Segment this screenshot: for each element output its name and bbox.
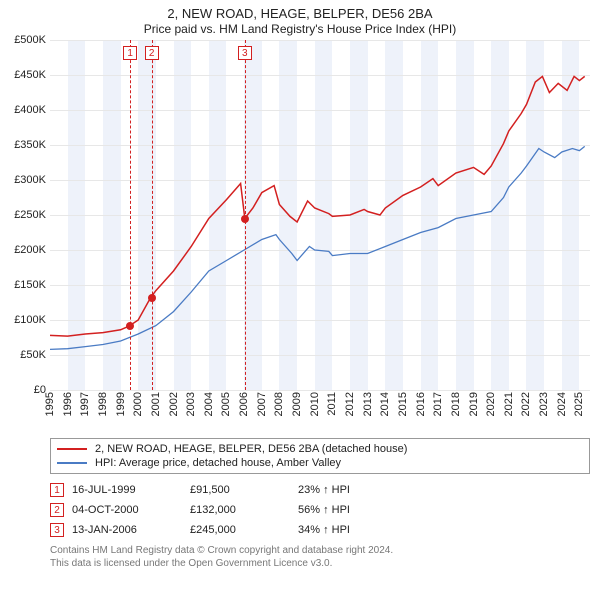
footer-line-1: Contains HM Land Registry data © Crown c… [50, 544, 590, 557]
sale-date: 13-JAN-2006 [72, 524, 182, 536]
x-axis: 1995199619971998199920002001200220032004… [50, 390, 590, 432]
sale-dot [126, 322, 134, 330]
sale-delta: 23% ↑ HPI [298, 484, 350, 496]
sale-marker-box: 2 [145, 46, 159, 60]
x-tick-label: 2003 [185, 392, 197, 416]
x-tick-label: 2024 [556, 392, 568, 416]
y-tick-label: £150K [14, 279, 50, 291]
plot-area: £0£50K£100K£150K£200K£250K£300K£350K£400… [50, 40, 590, 390]
x-tick-label: 2025 [573, 392, 585, 416]
x-tick-label: 2021 [503, 392, 515, 416]
x-tick-label: 1998 [97, 392, 109, 416]
legend-swatch [57, 462, 87, 464]
x-tick-label: 2020 [485, 392, 497, 416]
x-tick-label: 2015 [397, 392, 409, 416]
sale-vline [130, 40, 131, 390]
sale-delta: 34% ↑ HPI [298, 524, 350, 536]
sale-marker-box: 1 [123, 46, 137, 60]
sale-vline [152, 40, 153, 390]
x-tick-label: 2011 [326, 392, 338, 416]
x-tick-label: 1995 [44, 392, 56, 416]
x-tick-label: 2007 [256, 392, 268, 416]
y-tick-label: £400K [14, 104, 50, 116]
x-tick-label: 2008 [273, 392, 285, 416]
x-tick-label: 1997 [79, 392, 91, 416]
y-tick-label: £500K [14, 34, 50, 46]
sale-price: £132,000 [190, 504, 290, 516]
x-tick-label: 2002 [168, 392, 180, 416]
sale-number-box: 1 [50, 483, 64, 497]
y-tick-label: £100K [14, 314, 50, 326]
sale-row: 2 04-OCT-2000 £132,000 56% ↑ HPI [50, 500, 590, 520]
legend-row: HPI: Average price, detached house, Ambe… [57, 456, 583, 470]
x-tick-label: 2017 [432, 392, 444, 416]
sale-price: £91,500 [190, 484, 290, 496]
footer-line-2: This data is licensed under the Open Gov… [50, 557, 590, 570]
x-tick-label: 2023 [538, 392, 550, 416]
sale-number-box: 3 [50, 523, 64, 537]
plot-area-wrap: £0£50K£100K£150K£200K£250K£300K£350K£400… [50, 40, 590, 390]
x-tick-label: 1999 [115, 392, 127, 416]
y-tick-label: £250K [14, 209, 50, 221]
sale-date: 04-OCT-2000 [72, 504, 182, 516]
y-tick-label: £50K [20, 349, 50, 361]
chart-container: 2, NEW ROAD, HEAGE, BELPER, DE56 2BA Pri… [0, 0, 600, 590]
x-tick-label: 2018 [450, 392, 462, 416]
legend-swatch [57, 448, 87, 450]
x-tick-label: 2009 [291, 392, 303, 416]
sale-delta: 56% ↑ HPI [298, 504, 350, 516]
x-tick-label: 2001 [150, 392, 162, 416]
x-tick-label: 1996 [62, 392, 74, 416]
sales-table: 1 16-JUL-1999 £91,500 23% ↑ HPI 2 04-OCT-2000… [50, 480, 590, 540]
y-tick-label: £350K [14, 139, 50, 151]
sale-row: 1 16-JUL-1999 £91,500 23% ↑ HPI [50, 480, 590, 500]
x-tick-label: 2019 [468, 392, 480, 416]
sale-price: £245,000 [190, 524, 290, 536]
sale-marker-box: 3 [238, 46, 252, 60]
footer: Contains HM Land Registry data © Crown c… [50, 544, 590, 570]
x-tick-label: 2014 [379, 392, 391, 416]
x-tick-label: 2013 [362, 392, 374, 416]
y-tick-label: £300K [14, 174, 50, 186]
x-tick-label: 2022 [520, 392, 532, 416]
x-tick-label: 2012 [344, 392, 356, 416]
sale-dot [148, 294, 156, 302]
x-tick-label: 2005 [220, 392, 232, 416]
legend-row: 2, NEW ROAD, HEAGE, BELPER, DE56 2BA (de… [57, 442, 583, 456]
legend-label: 2, NEW ROAD, HEAGE, BELPER, DE56 2BA (de… [95, 443, 407, 455]
x-tick-label: 2010 [309, 392, 321, 416]
x-tick-label: 2006 [238, 392, 250, 416]
sale-row: 3 13-JAN-2006 £245,000 34% ↑ HPI [50, 520, 590, 540]
x-tick-label: 2000 [132, 392, 144, 416]
chart-title: 2, NEW ROAD, HEAGE, BELPER, DE56 2BA [0, 0, 600, 21]
x-tick-label: 2004 [203, 392, 215, 416]
y-tick-label: £450K [14, 69, 50, 81]
chart-subtitle: Price paid vs. HM Land Registry's House … [0, 21, 600, 40]
sale-date: 16-JUL-1999 [72, 484, 182, 496]
legend-label: HPI: Average price, detached house, Ambe… [95, 457, 341, 469]
legend: 2, NEW ROAD, HEAGE, BELPER, DE56 2BA (de… [50, 438, 590, 474]
sale-dot [241, 215, 249, 223]
x-tick-label: 2016 [415, 392, 427, 416]
y-tick-label: £200K [14, 244, 50, 256]
sale-number-box: 2 [50, 503, 64, 517]
